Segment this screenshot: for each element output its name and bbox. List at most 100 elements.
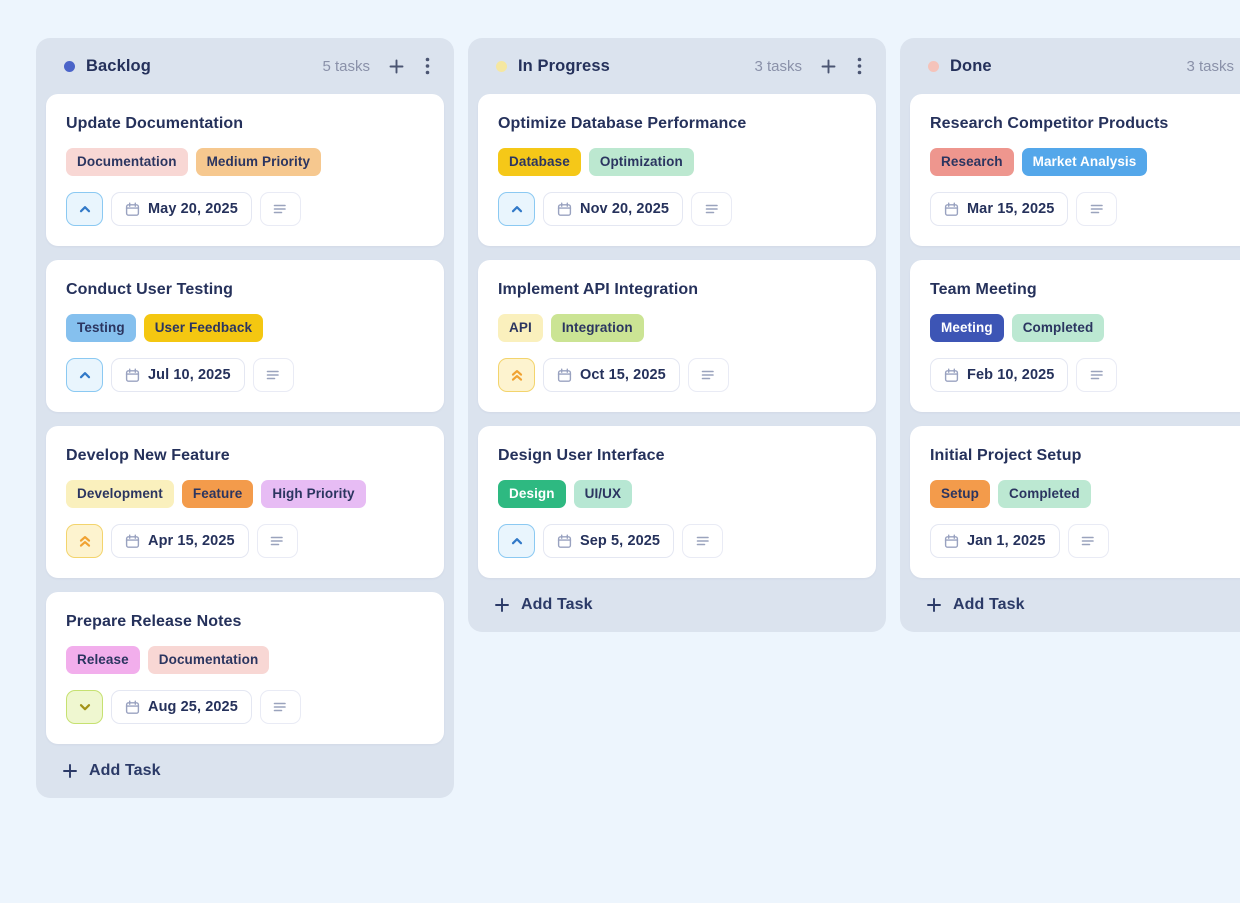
notes-icon-button[interactable] [259,690,301,724]
tag-list: Testing User Feedback [66,314,424,342]
add-task-label: Add Task [89,762,161,779]
notes-lines-icon [1081,536,1094,546]
column-menu-button[interactable] [421,53,434,79]
tag-list: Setup Completed [930,480,1240,508]
notes-lines-icon [266,370,279,380]
task-tag: Documentation [66,148,188,176]
task-card[interactable]: Research Competitor Products Research Mar… [910,94,1240,246]
calendar-icon [125,700,140,714]
task-card[interactable]: Develop New Feature Development Feature Hi… [46,426,444,578]
due-date-text: Nov 20, 2025 [580,201,670,217]
task-title: Initial Project Setup [930,447,1082,464]
card-list: Update Documentation Documentation Medium… [46,94,444,744]
due-date-text: Mar 15, 2025 [967,201,1055,217]
column-menu-button[interactable] [853,53,866,79]
task-title: Conduct User Testing [66,281,234,298]
calendar-icon [944,368,959,382]
notes-icon-button[interactable] [1067,524,1109,558]
due-date-chip[interactable]: Feb 10, 2025 [930,358,1069,392]
task-card[interactable]: Design User Interface Design UI/UX Sep 5,… [478,426,876,578]
column-status-dot [64,60,75,72]
column-title: Done [950,56,992,75]
due-date-chip[interactable]: Mar 15, 2025 [930,192,1069,226]
add-task-label: Add Task [521,596,593,613]
notes-icon-button[interactable] [687,358,729,392]
kanban-board: Backlog 5 tasks Update Documentation Doc… [36,38,1240,798]
tag-list: Database Optimization [498,148,856,176]
column-add-task-icon-button[interactable] [384,54,409,79]
notes-lines-icon [274,204,287,214]
tag-list: API Integration [498,314,856,342]
task-card[interactable]: Team Meeting Meeting Completed Feb 10, 20… [910,260,1240,412]
notes-icon-button[interactable] [1076,192,1118,226]
task-card[interactable]: Optimize Database Performance Database Op… [478,94,876,246]
card-list: Research Competitor Products Research Mar… [910,94,1240,578]
calendar-icon [125,534,140,548]
due-date-chip[interactable]: Aug 25, 2025 [111,690,252,724]
priority-medium-button[interactable] [66,192,103,226]
task-tag: API [498,314,543,342]
notes-icon-button[interactable] [252,358,294,392]
notes-lines-icon [1090,370,1103,380]
task-tag: Setup [930,480,991,508]
add-task-button[interactable]: Add Task [494,596,593,614]
due-date-chip[interactable]: Sep 5, 2025 [543,524,675,558]
task-tag: Medium Priority [195,148,322,176]
notes-icon-button[interactable] [691,192,733,226]
task-tag: Documentation [147,646,270,674]
due-date-chip[interactable]: May 20, 2025 [111,192,252,226]
due-date-text: Aug 25, 2025 [148,699,238,715]
task-card[interactable]: Initial Project Setup Setup Completed Jan… [910,426,1240,578]
card-footer: Sep 5, 2025 [498,524,856,558]
notes-icon-button[interactable] [1076,358,1118,392]
kebab-menu-icon [425,57,430,75]
due-date-chip[interactable]: Jul 10, 2025 [111,358,245,392]
column-task-count: 3 tasks [1186,57,1234,75]
due-date-chip[interactable]: Nov 20, 2025 [543,192,684,226]
add-task-button[interactable]: Add Task [926,596,1025,614]
card-footer: Mar 15, 2025 [930,192,1240,226]
task-tag: Market Analysis [1021,148,1148,176]
kebab-menu-icon [857,57,862,75]
task-card[interactable]: Implement API Integration API Integration… [478,260,876,412]
task-tag: Optimization [588,148,694,176]
priority-medium-button[interactable] [498,192,535,226]
add-task-label: Add Task [953,596,1025,613]
due-date-text: Sep 5, 2025 [580,533,661,549]
column-add-task-icon-button[interactable] [816,54,841,79]
calendar-icon [125,202,140,216]
task-card[interactable]: Update Documentation Documentation Medium… [46,94,444,246]
task-card[interactable]: Prepare Release Notes Release Documentati… [46,592,444,744]
column-title: In Progress [518,56,610,75]
priority-high-button[interactable] [498,358,535,392]
plus-icon [821,59,836,73]
priority-low-button[interactable] [66,690,103,724]
notes-icon-button[interactable] [259,192,301,226]
card-footer: Oct 15, 2025 [498,358,856,392]
priority-high-button[interactable] [66,524,103,558]
calendar-icon [944,202,959,216]
task-title: Update Documentation [66,115,244,132]
task-title: Implement API Integration [498,281,699,298]
task-card[interactable]: Conduct User Testing Testing User Feedbac… [46,260,444,412]
chevron-up-icon [79,206,90,213]
card-footer: Nov 20, 2025 [498,192,856,226]
task-title: Prepare Release Notes [66,613,242,630]
column-backlog: Backlog 5 tasks Update Documentation Doc… [36,38,454,798]
task-title: Optimize Database Performance [498,115,747,132]
due-date-chip[interactable]: Apr 15, 2025 [111,524,249,558]
tag-list: Design UI/UX [498,480,856,508]
notes-icon-button[interactable] [256,524,298,558]
due-date-chip[interactable]: Jan 1, 2025 [930,524,1060,558]
task-title: Develop New Feature [66,447,230,464]
priority-medium-button[interactable] [66,358,103,392]
notes-lines-icon [1090,204,1103,214]
add-task-button[interactable]: Add Task [62,762,161,780]
task-tag: Feature [181,480,254,508]
task-tag: Meeting [930,314,1004,342]
notes-icon-button[interactable] [682,524,724,558]
task-title: Team Meeting [930,281,1037,298]
due-date-text: May 20, 2025 [148,201,238,217]
due-date-chip[interactable]: Oct 15, 2025 [543,358,680,392]
priority-medium-button[interactable] [498,524,535,558]
